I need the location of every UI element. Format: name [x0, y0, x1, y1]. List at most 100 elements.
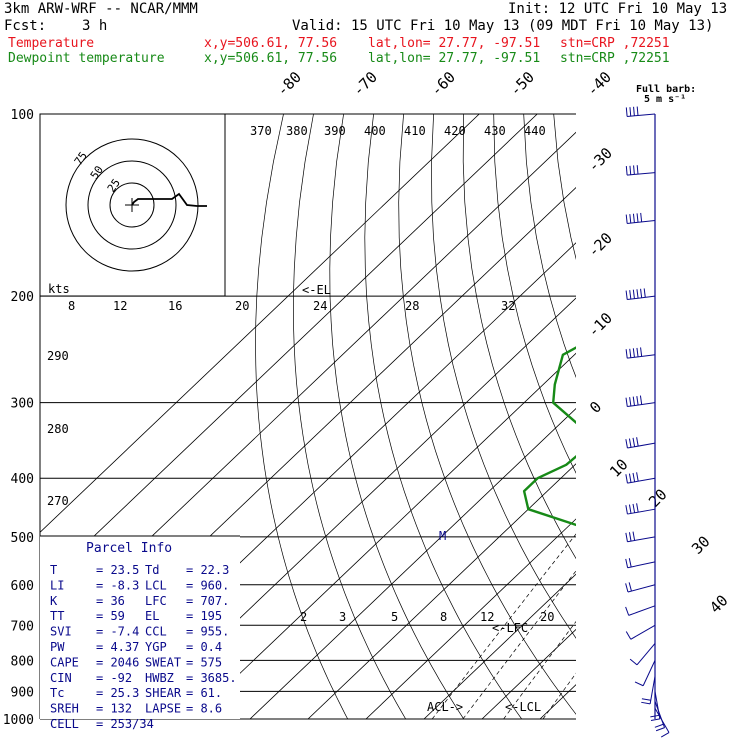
dry-adiabat-label: 290	[47, 349, 69, 363]
mixing-ratio-line	[579, 403, 740, 719]
isotherm-line	[423, 573, 576, 719]
isotherm-label: -30	[584, 144, 616, 176]
wind-barb-shaft	[627, 113, 656, 117]
wind-barb-flag	[625, 107, 628, 117]
wind-barb-shaft	[627, 172, 656, 176]
dry-adiabat-line	[644, 114, 740, 719]
theta-label: 370	[250, 124, 272, 138]
dry-adiabat-line	[398, 114, 576, 715]
parcel-label: SREH	[50, 702, 79, 716]
wind-barb-flag	[629, 348, 632, 358]
wind-barb-flag	[633, 165, 635, 175]
el-marker: <-EL	[302, 283, 331, 297]
parcel-value: = 8.6	[186, 702, 222, 716]
full-barb-unit: 5 m s⁻¹	[644, 94, 687, 105]
parcel-label: CAPE	[50, 655, 79, 669]
parcel-label: CIN	[50, 671, 72, 685]
parcel-label: Tc	[50, 686, 64, 700]
forecast-label: Fcst:	[4, 18, 47, 34]
wind-barbs	[625, 106, 670, 738]
wind-barb-flag	[632, 503, 636, 513]
parcel-value: = 59	[96, 609, 125, 623]
parcel-value: = 707.	[186, 594, 229, 608]
parcel-label: SHEAR	[145, 686, 182, 700]
hodograph-ring-label: 75	[72, 149, 90, 167]
wind-barb-shaft	[636, 643, 656, 666]
wind-barb-shaft	[642, 660, 656, 686]
wind-barb-flag	[625, 532, 628, 542]
isotherm-label: 30	[688, 532, 714, 558]
wind-barb-shaft	[627, 354, 656, 359]
wind-barb-shaft	[630, 624, 656, 640]
wind-barb-shaft	[627, 442, 656, 449]
wind-barb-shaft	[627, 295, 656, 301]
wind-barb-flag	[650, 714, 660, 718]
wind-barb-flag	[634, 681, 644, 687]
wind-barb-flag	[639, 395, 643, 405]
wind-barb-flag	[632, 396, 635, 406]
wind-barb-flag	[629, 658, 638, 666]
mixing-ratio-label: 8	[68, 299, 75, 313]
parcel-label: T	[50, 563, 57, 577]
theta-label: 420	[444, 124, 466, 138]
isotherm-label: -40	[583, 68, 615, 100]
pressure-tick-label: 100	[11, 108, 34, 123]
mixing-ratio-label: 2	[300, 610, 307, 624]
dry-adiabat-line	[329, 114, 464, 719]
wind-barb-flag	[625, 439, 628, 449]
mixing-ratio-label: 12	[113, 299, 127, 313]
isotherm-line	[598, 114, 740, 719]
wind-barb-flag	[629, 165, 632, 175]
wind-barb-flag	[628, 438, 632, 448]
mixing-ratio-label: 5	[391, 610, 398, 624]
mixing-ratio-label: 12	[480, 610, 494, 624]
dewpoint-latlon: lat,lon= 27.77, -97.51	[368, 51, 541, 66]
wind-barb-flag	[636, 213, 639, 223]
wind-barb-flag	[640, 212, 643, 222]
pressure-tick-label: 300	[11, 397, 34, 412]
parcel-label: LCL	[145, 578, 167, 592]
parcel-value: = 25.3	[96, 686, 139, 700]
hodograph-ring-label: 25	[105, 176, 123, 194]
parcel-info-title: Parcel Info	[86, 541, 172, 556]
wind-barb-shaft	[627, 477, 656, 484]
lcl-marker: <-LCL	[505, 700, 541, 714]
isotherm-label: -50	[506, 68, 538, 100]
wind-barb-flag	[632, 472, 636, 482]
mixing-ratio-label: 3	[339, 610, 346, 624]
pressure-tick-label: 600	[11, 579, 34, 594]
parcel-value: = 2046	[96, 655, 139, 669]
dry-adiabat-line	[674, 114, 740, 719]
wind-barb-flag	[625, 397, 628, 407]
dry-adiabat-line	[614, 114, 740, 719]
dry-adiabat-line	[704, 114, 740, 719]
dry-adiabat-line	[584, 114, 740, 719]
parcel-value: = -7.4	[96, 625, 139, 639]
mixing-ratio-line	[503, 620, 576, 719]
wind-barb-flag	[660, 732, 670, 738]
dewpoint-xy: x,y=506.61, 77.56	[204, 51, 338, 66]
dry-adiabat-line	[734, 114, 740, 719]
wind-barb-flag	[632, 437, 636, 447]
theta-label: 400	[364, 124, 386, 138]
parcel-value: = 253/34	[96, 717, 154, 731]
parcel-value: = -92	[96, 671, 132, 685]
wind-barb-flag	[632, 531, 636, 541]
dry-adiabat-label: 270	[47, 494, 69, 508]
theta-label: 410	[404, 124, 426, 138]
parcel-value: = 3685.	[186, 671, 237, 685]
mixing-ratio-line	[625, 403, 740, 719]
pressure-tick-label: 400	[11, 472, 34, 487]
wind-barb-flag	[655, 727, 665, 732]
wind-barb-shaft	[628, 605, 656, 616]
wind-barb-flag	[643, 288, 646, 298]
isotherm-line	[40, 114, 538, 589]
pressure-tick-label: 800	[11, 654, 34, 669]
mixing-ratio-label: 32	[501, 299, 515, 313]
parcel-value: = 4.37	[96, 640, 139, 654]
pressure-tick-label: 1000	[3, 713, 34, 728]
mixing-ratio-label: 20	[540, 610, 554, 624]
parcel-info-frame	[40, 536, 240, 719]
wind-barb-flag	[641, 701, 651, 705]
